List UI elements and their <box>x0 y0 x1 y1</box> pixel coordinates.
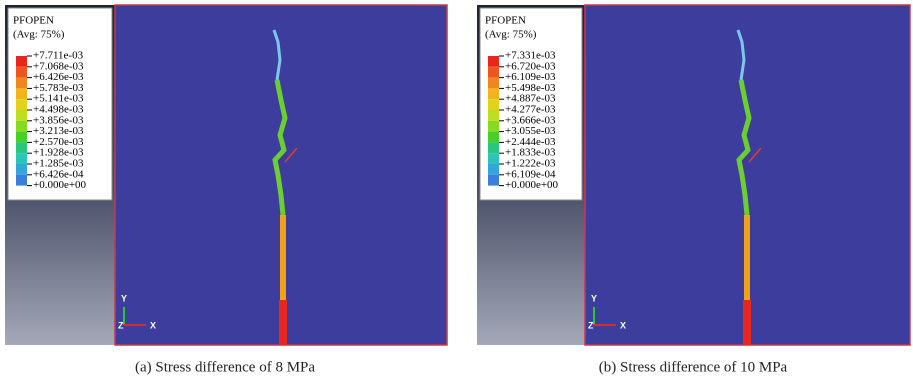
axis-label: Y <box>591 293 597 303</box>
crack-mid <box>744 215 750 300</box>
legend-swatch <box>488 164 499 175</box>
legend-swatch <box>488 175 499 186</box>
legend-swatch <box>488 142 499 153</box>
legend-swatch <box>488 153 499 164</box>
panel: PFOPEN(Avg: 75%)+7.331e-03+6.720e-03+6.1… <box>477 5 910 375</box>
crack-mid <box>280 215 286 300</box>
axis-label: Z <box>118 320 124 330</box>
legend-subtitle: (Avg: 75%) <box>13 29 65 41</box>
axis-label: Y <box>121 293 127 303</box>
legend-swatch <box>488 132 499 143</box>
crack-base <box>743 300 751 345</box>
legend-label: +0.000e+00 <box>505 179 559 191</box>
legend-swatch <box>16 153 27 164</box>
caption: (a) Stress difference of 8 MPa <box>135 359 315 375</box>
legend-swatch <box>488 78 499 89</box>
legend-swatch <box>16 132 27 143</box>
legend-swatch <box>16 121 27 132</box>
panel: PFOPEN(Avg: 75%)+7.711e-03+7.068e-03+6.4… <box>5 5 447 375</box>
legend-swatch <box>488 121 499 132</box>
figure: PFOPEN(Avg: 75%)+7.711e-03+7.068e-03+6.4… <box>0 0 913 383</box>
legend-swatch <box>16 142 27 153</box>
legend-swatch <box>16 56 27 67</box>
legend-swatch <box>16 175 27 186</box>
legend-title: PFOPEN <box>13 15 54 27</box>
axis-label: X <box>620 320 626 330</box>
legend-title: PFOPEN <box>485 15 526 27</box>
legend-swatch <box>16 88 27 99</box>
legend-subtitle: (Avg: 75%) <box>485 29 537 41</box>
legend-swatch <box>16 99 27 110</box>
legend-swatch <box>16 164 27 175</box>
axis-label: X <box>150 320 156 330</box>
crack-base <box>279 300 287 345</box>
legend-swatch <box>16 67 27 78</box>
caption: (b) Stress difference of 10 MPa <box>599 359 788 375</box>
legend-swatch <box>488 88 499 99</box>
legend-swatch <box>488 110 499 121</box>
legend-swatch <box>488 99 499 110</box>
legend-swatch <box>16 78 27 89</box>
axis-label: Z <box>588 320 594 330</box>
legend-swatch <box>16 110 27 121</box>
legend-swatch <box>488 67 499 78</box>
legend-swatch <box>488 56 499 67</box>
legend-label: +0.000e+00 <box>33 179 87 191</box>
